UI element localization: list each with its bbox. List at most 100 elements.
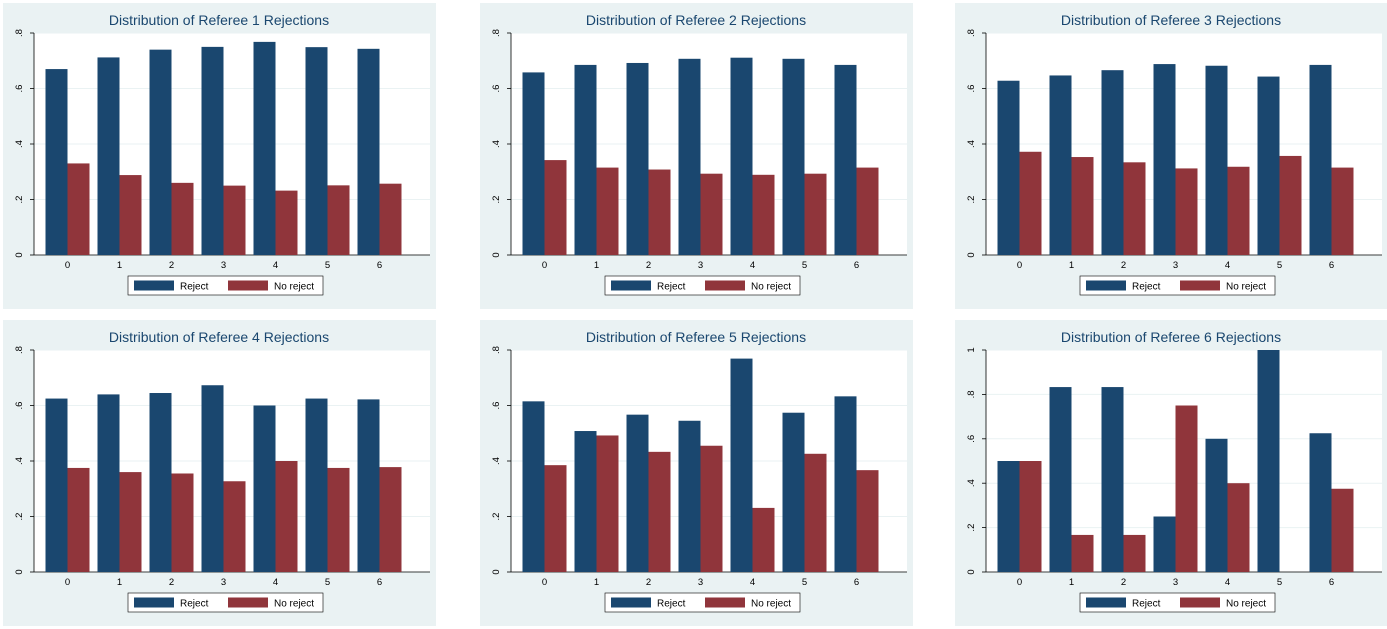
y-tick-label: .2	[491, 513, 502, 521]
y-tick-label: 1	[966, 347, 977, 352]
bar-no-reject	[275, 190, 298, 255]
bar-no-reject	[544, 465, 567, 572]
bar-no-reject	[752, 174, 775, 255]
y-tick-label: .8	[14, 346, 25, 354]
bar-reject	[305, 398, 328, 572]
bar-reject	[730, 57, 753, 256]
bar-reject	[574, 64, 597, 255]
x-tick-label: 0	[542, 260, 547, 271]
bar-reject	[1049, 75, 1072, 256]
legend-label-no-reject: No reject	[1226, 599, 1266, 610]
bar-no-reject	[804, 173, 827, 255]
chart-svg-2: Distribution of Referee 2 Rejections 0 .2.…	[491, 12, 907, 296]
x-tick-label: 3	[698, 577, 703, 588]
bar-reject	[1309, 64, 1332, 255]
chart-svg-1: Distribution of Referee 1 Rejections 0 .2.…	[14, 12, 430, 296]
bar-no-reject	[67, 467, 90, 572]
bar-no-reject	[1227, 483, 1250, 572]
y-tick-label: .6	[491, 85, 502, 93]
bar-no-reject	[223, 185, 246, 255]
y-tick-label: .4	[966, 479, 977, 487]
bar-reject	[357, 48, 380, 255]
y-tick-label: 0	[966, 252, 977, 257]
legend-box	[1079, 275, 1276, 296]
x-tick-label: 2	[646, 577, 651, 588]
bar-no-reject	[1175, 405, 1198, 572]
y-tick-label: .4	[14, 457, 25, 465]
bar-no-reject	[171, 473, 194, 572]
x-tick-label: 2	[646, 260, 651, 271]
legend-swatch-no-reject	[705, 597, 745, 608]
bar-no-reject	[119, 472, 142, 572]
bar-reject	[305, 47, 328, 256]
legend-swatch-reject	[1086, 280, 1126, 291]
y-tick-label: .8	[491, 346, 502, 354]
x-tick-label: 3	[1173, 260, 1178, 271]
bar-no-reject	[1331, 488, 1354, 572]
x-tick-label: 4	[273, 577, 278, 588]
x-tick-label: 6	[854, 260, 859, 271]
x-tick-label: 0	[1017, 260, 1022, 271]
x-tick-label: 1	[594, 577, 599, 588]
bar-no-reject	[1279, 155, 1302, 255]
y-tick-label: .2	[966, 196, 977, 204]
x-tick-label: 6	[377, 260, 382, 271]
x-tick-label: 0	[1017, 577, 1022, 588]
bar-reject	[1153, 516, 1176, 572]
bar-reject	[201, 385, 224, 572]
y-tick-label: .8	[14, 29, 25, 37]
legend-label-reject: Reject	[180, 599, 209, 610]
legend-swatch-reject	[611, 280, 651, 291]
legend-label-reject: Reject	[657, 599, 686, 610]
bar-no-reject	[804, 453, 827, 572]
bar-no-reject	[752, 507, 775, 572]
y-tick-label: 0	[14, 252, 25, 257]
legend-label-reject: Reject	[180, 282, 209, 293]
bar-reject	[149, 393, 172, 572]
bar-reject	[782, 412, 805, 572]
chart-panel-6: Distribution of Referee 6 Rejections 0 .2.…	[955, 320, 1387, 626]
bar-reject	[782, 58, 805, 256]
y-tick-label: .4	[14, 140, 25, 148]
bar-no-reject	[648, 451, 671, 572]
chart-panel-4: Distribution of Referee 4 Rejections 0 .2.…	[3, 320, 436, 626]
x-tick-label: 5	[1277, 577, 1282, 588]
bar-reject	[45, 398, 68, 572]
bar-reject	[1153, 64, 1176, 255]
bar-reject	[730, 358, 753, 572]
bar-reject	[522, 401, 545, 572]
x-tick-label: 1	[117, 260, 122, 271]
chart-svg-6: Distribution of Referee 6 Rejections 0 .2.…	[966, 329, 1382, 613]
x-tick-label: 5	[1277, 260, 1282, 271]
y-tick-label: .4	[966, 140, 977, 148]
bar-reject	[678, 420, 701, 572]
bar-no-reject	[67, 163, 90, 255]
bar-no-reject	[223, 481, 246, 572]
y-tick-label: .2	[491, 196, 502, 204]
bar-no-reject	[327, 467, 350, 572]
x-tick-label: 6	[854, 577, 859, 588]
legend-box	[604, 275, 801, 296]
bar-reject	[834, 64, 857, 255]
x-tick-label: 5	[802, 577, 807, 588]
bar-no-reject	[119, 175, 142, 255]
chart-title: Distribution of Referee 3 Rejections	[1061, 12, 1281, 28]
y-tick-label: 0	[491, 252, 502, 257]
x-tick-label: 4	[273, 260, 278, 271]
bar-no-reject	[700, 173, 723, 255]
bar-no-reject	[544, 160, 567, 255]
bar-reject	[357, 399, 380, 572]
x-tick-label: 0	[542, 577, 547, 588]
bar-reject	[97, 57, 120, 255]
legend-swatch-no-reject	[228, 280, 268, 291]
chart-title: Distribution of Referee 4 Rejections	[109, 329, 329, 345]
chart-title: Distribution of Referee 6 Rejections	[1061, 329, 1281, 345]
bar-no-reject	[856, 167, 879, 255]
x-tick-label: 4	[750, 577, 755, 588]
bar-reject	[1257, 76, 1280, 255]
bar-reject	[678, 58, 701, 256]
bar-reject	[1101, 70, 1124, 255]
legend-label-reject: Reject	[1132, 282, 1161, 293]
bar-no-reject	[379, 183, 402, 255]
bar-reject	[149, 49, 172, 256]
